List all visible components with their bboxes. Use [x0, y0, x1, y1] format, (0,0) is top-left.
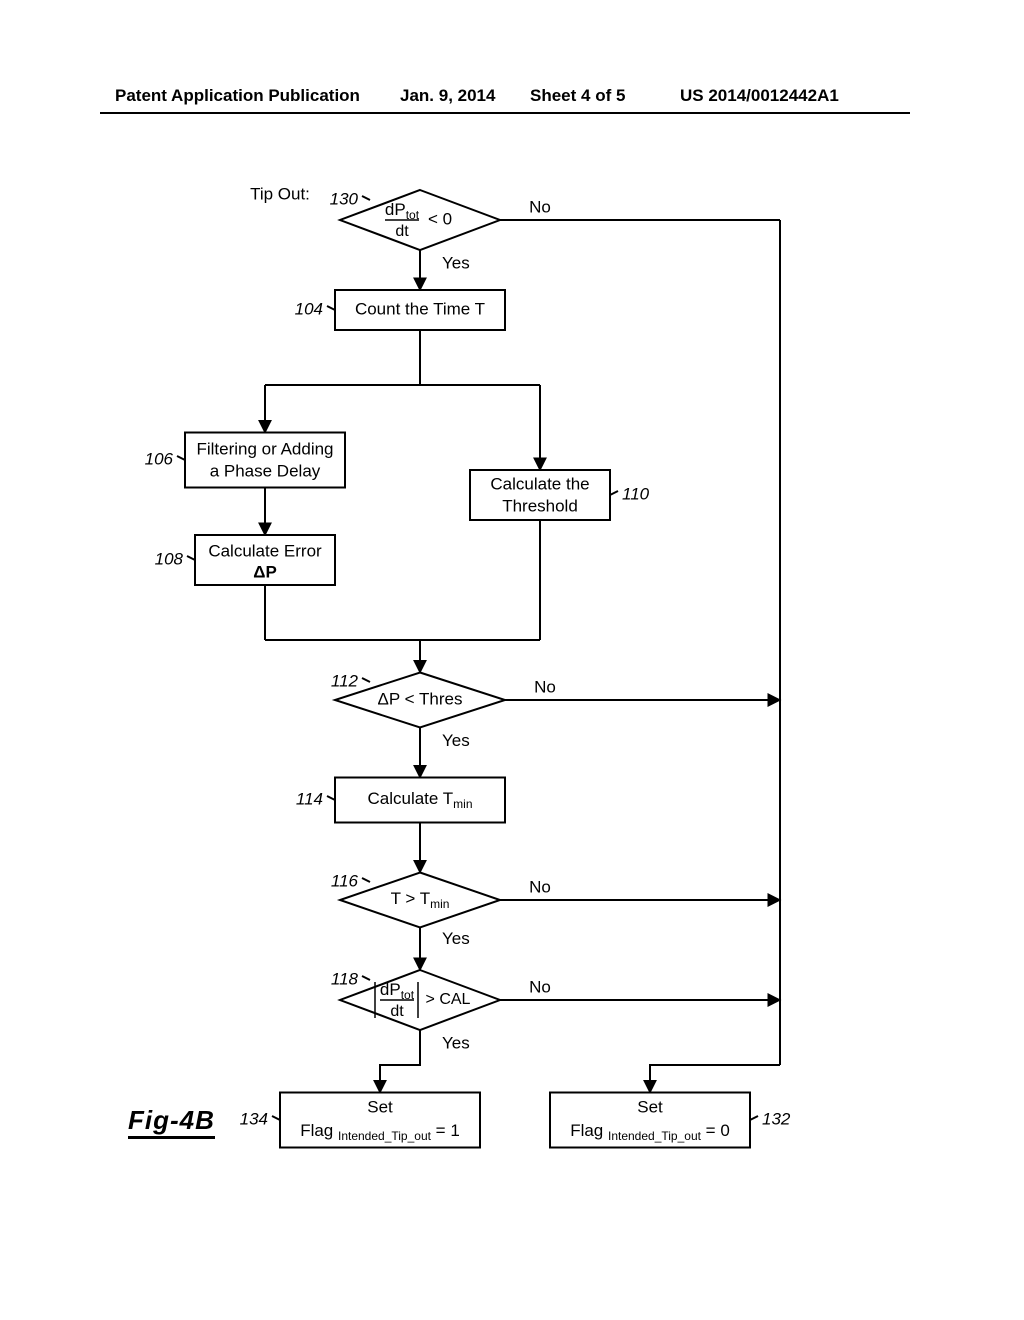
svg-text:114: 114 — [296, 789, 323, 808]
svg-text:a Phase Delay: a Phase Delay — [210, 461, 321, 480]
svg-text:112: 112 — [331, 671, 359, 690]
svg-text:ΔP < Thres: ΔP < Thres — [378, 689, 463, 708]
svg-text:Tip Out:: Tip Out: — [250, 184, 310, 203]
svg-text:dt: dt — [395, 223, 409, 240]
svg-text:116: 116 — [331, 871, 359, 890]
flowchart: Tip Out:dPtotdt< 0130Count the Time T104… — [0, 0, 1024, 1320]
svg-text:Set: Set — [367, 1097, 393, 1116]
svg-text:> CAL: > CAL — [426, 991, 471, 1008]
svg-text:Yes: Yes — [442, 929, 470, 948]
svg-text:No: No — [529, 197, 551, 216]
svg-text:106: 106 — [145, 449, 174, 468]
svg-text:< 0: < 0 — [428, 209, 452, 228]
svg-text:Filtering or Adding: Filtering or Adding — [196, 439, 333, 458]
svg-text:Yes: Yes — [442, 1033, 470, 1052]
svg-text:Calculate the: Calculate the — [490, 474, 589, 493]
svg-text:110: 110 — [622, 484, 650, 503]
page: Patent Application Publication Jan. 9, 2… — [0, 0, 1024, 1320]
svg-text:dt: dt — [390, 1003, 404, 1020]
svg-text:Calculate Error: Calculate Error — [208, 541, 322, 560]
svg-text:No: No — [529, 877, 551, 896]
svg-text:104: 104 — [295, 299, 323, 318]
svg-text:130: 130 — [330, 189, 359, 208]
svg-text:Yes: Yes — [442, 253, 470, 272]
svg-text:118: 118 — [331, 969, 359, 988]
svg-text:No: No — [534, 677, 556, 696]
svg-text:Count the Time T: Count the Time T — [355, 299, 485, 318]
svg-text:134: 134 — [240, 1109, 268, 1128]
svg-text:108: 108 — [155, 549, 184, 568]
svg-text:Set: Set — [637, 1097, 663, 1116]
svg-text:132: 132 — [762, 1109, 791, 1128]
svg-text:Yes: Yes — [442, 731, 470, 750]
svg-text:No: No — [529, 977, 551, 996]
svg-text:Threshold: Threshold — [502, 496, 578, 515]
svg-text:ΔP: ΔP — [253, 562, 277, 581]
